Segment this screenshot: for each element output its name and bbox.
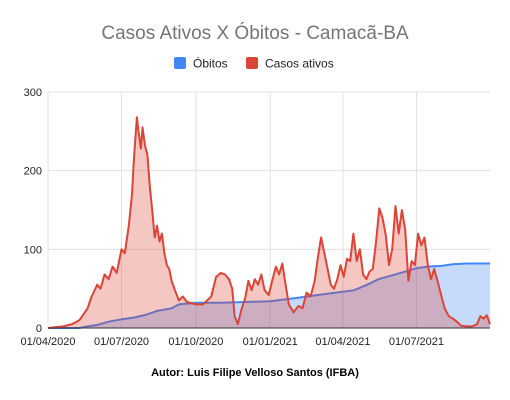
y-tick-label-300: 300 [24, 87, 42, 99]
x-tick-label-0: 01/04/2020 [20, 336, 75, 348]
x-tick-label-2: 01/10/2020 [168, 336, 223, 348]
legend-label-casos-ativos: Casos ativos [265, 57, 334, 71]
y-axis-tick-labels: 0 100 200 300 [24, 87, 42, 335]
chart-footer-author: Autor: Luis Filipe Velloso Santos (IFBA) [151, 367, 359, 379]
x-tick-label-5: 01/07/2021 [389, 336, 444, 348]
chart-title: Casos Ativos X Óbitos - Camacã-BA [101, 22, 409, 44]
chart-legend: Óbitos Casos ativos [174, 56, 334, 71]
x-tick-label-4: 01/04/2021 [315, 336, 370, 348]
y-tick-label-0: 0 [36, 323, 42, 335]
series-line-obitos [48, 262, 490, 329]
y-tick-label-200: 200 [24, 166, 42, 178]
series-line-casos-ativos [47, 116, 491, 329]
series-area-casos-ativos [48, 117, 490, 328]
legend-swatch-obitos [174, 57, 186, 69]
legend-label-obitos: Óbitos [193, 56, 228, 71]
y-tick-label-100: 100 [24, 244, 42, 256]
x-axis-tick-labels: 01/04/2020 01/07/2020 01/10/2020 01/01/2021… [20, 336, 444, 348]
legend-swatch-casos-ativos [246, 57, 258, 69]
x-tick-label-1: 01/07/2020 [94, 336, 149, 348]
chart-areas [47, 116, 491, 329]
x-tick-label-3: 01/01/2021 [243, 336, 298, 348]
